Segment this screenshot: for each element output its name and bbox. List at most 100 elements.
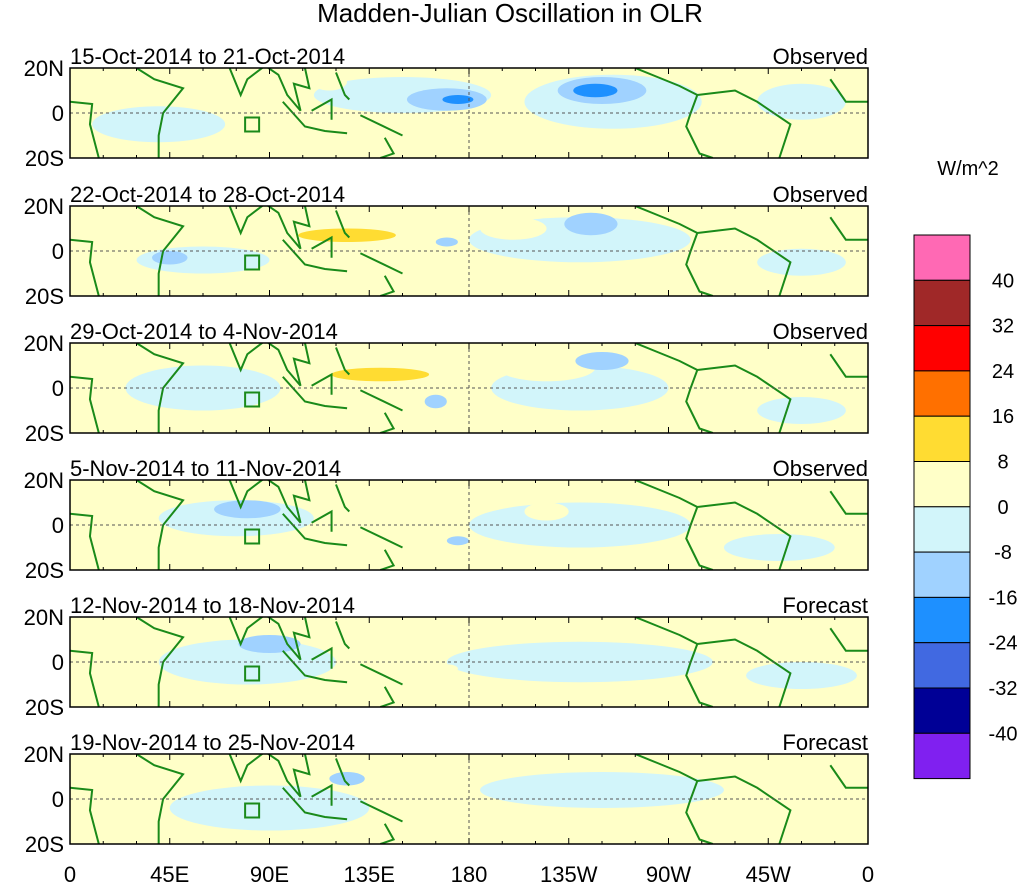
maritime-continent-coastline: [282, 210, 403, 296]
region-box: [244, 802, 261, 819]
colorbar-label: 32: [992, 316, 1014, 338]
asia-coastline: [228, 617, 311, 661]
olr-anomaly-contour: [468, 502, 691, 548]
africa-west-coastline: [70, 786, 100, 844]
y-tick-label: 20N: [24, 605, 64, 630]
colorbar-swatch: [913, 551, 971, 598]
olr-anomaly-contour: [573, 83, 618, 98]
africa-coastline: [135, 754, 185, 844]
maritime-continent-coastline: [282, 484, 403, 570]
olr-anomaly-contour: [329, 772, 365, 786]
region-box: [244, 391, 261, 408]
west-africa-coastline: [829, 627, 868, 652]
colorbar-label: 24: [992, 361, 1014, 383]
colorbar-label: 8: [997, 452, 1008, 474]
olr-anomaly-contour: [746, 662, 857, 689]
colorbar-label: -32: [989, 678, 1018, 700]
colorbar-units: W/m^2: [937, 158, 999, 180]
maritime-continent-coastline: [282, 621, 403, 707]
olr-anomaly-contour: [462, 117, 498, 140]
americas-coastline: [634, 343, 792, 433]
colorbar-label: -24: [989, 633, 1018, 655]
olr-anomaly-contour: [712, 124, 758, 147]
asia-coastline: [228, 206, 311, 250]
colorbar-label: -8: [994, 542, 1012, 564]
y-tick-label: 20N: [24, 194, 64, 219]
africa-coastline: [135, 68, 185, 158]
y-tick-label: 0: [52, 376, 64, 401]
olr-anomaly-contour: [169, 785, 370, 831]
panel-type: Observed: [773, 44, 868, 69]
olr-anomaly-contour: [92, 106, 226, 143]
africa-west-coastline: [70, 649, 100, 707]
region-box: [244, 665, 261, 682]
asia-coastline: [228, 343, 311, 387]
africa-coastline: [135, 343, 185, 433]
americas-coastline: [634, 68, 792, 158]
y-tick-label: 20N: [24, 468, 64, 493]
x-tick-label: 0: [862, 862, 874, 887]
asia-coastline: [228, 480, 311, 524]
americas-coastline: [634, 754, 792, 844]
x-tick-label: 135W: [540, 862, 598, 887]
olr-anomaly-contour: [757, 83, 846, 120]
olr-anomaly-contour: [422, 637, 441, 647]
maritime-continent-coastline: [282, 72, 403, 158]
africa-coastline: [135, 206, 185, 296]
panel-period: 29-Oct-2014 to 4-Nov-2014: [70, 319, 338, 344]
africa-west-coastline: [70, 375, 100, 433]
colorbar-label: 16: [992, 406, 1014, 428]
colorbar-swatch: [913, 732, 971, 780]
y-tick-label: 20N: [24, 331, 64, 356]
africa-west-coastline: [70, 100, 100, 158]
americas-coastline: [634, 617, 792, 707]
x-tick-label: 135E: [344, 862, 395, 887]
olr-anomaly-contour: [575, 352, 629, 370]
panel-type: Forecast: [782, 593, 868, 618]
olr-anomaly-contour: [238, 635, 301, 653]
africa-coastline: [135, 617, 185, 707]
africa-coastline: [135, 480, 185, 570]
y-tick-label: 0: [52, 513, 64, 538]
y-tick-label: 20S: [25, 284, 64, 309]
colorbar-label: -40: [989, 723, 1018, 745]
colorbar-swatch: [913, 325, 971, 372]
colorbar-swatch: [913, 506, 971, 553]
colorbar-label: 0: [997, 497, 1008, 519]
olr-anomaly-contour: [435, 237, 458, 247]
x-tick-label: 45W: [746, 862, 791, 887]
olr-anomaly-contour: [152, 251, 188, 265]
colorbar-swatch: [913, 642, 971, 689]
maritime-continent-coastline: [282, 758, 403, 844]
africa-west-coastline: [70, 512, 100, 570]
colorbar-swatch: [913, 596, 971, 644]
x-tick-label: 180: [451, 862, 488, 887]
americas-coastline: [634, 480, 792, 570]
y-tick-label: 0: [52, 101, 64, 126]
west-africa-coastline: [829, 78, 868, 103]
map-panel: 19-Nov-2014 to 25-Nov-2014 Forecast 20N 0 20…: [24, 730, 869, 857]
y-tick-label: 20N: [24, 56, 64, 81]
panel-period: 22-Oct-2014 to 28-Oct-2014: [70, 182, 345, 207]
panel-type: Observed: [773, 456, 868, 481]
olr-anomaly-contour: [435, 664, 458, 674]
x-tick-label: 90W: [646, 862, 691, 887]
olr-anomaly-contour: [757, 397, 846, 424]
y-tick-label: 0: [52, 239, 64, 264]
map-panel: 12-Nov-2014 to 18-Nov-2014 Forecast 20N 0 20…: [24, 593, 869, 720]
y-tick-label: 0: [52, 650, 64, 675]
asia-coastline: [228, 68, 311, 112]
y-tick-label: 20S: [25, 832, 64, 857]
y-tick-label: 20S: [25, 146, 64, 171]
colorbar-swatch: [913, 279, 971, 327]
asia-coastline: [228, 754, 311, 798]
x-tick-label: 45E: [150, 862, 189, 887]
panel-type: Observed: [773, 319, 868, 344]
olr-anomaly-contour: [375, 493, 474, 521]
map-panel: 5-Nov-2014 to 11-Nov-2014 Observed 20N 0 20S: [24, 456, 869, 583]
west-africa-coastline: [829, 764, 868, 789]
colorbar-swatch: [913, 234, 971, 281]
olr-anomaly-contour: [249, 90, 312, 109]
